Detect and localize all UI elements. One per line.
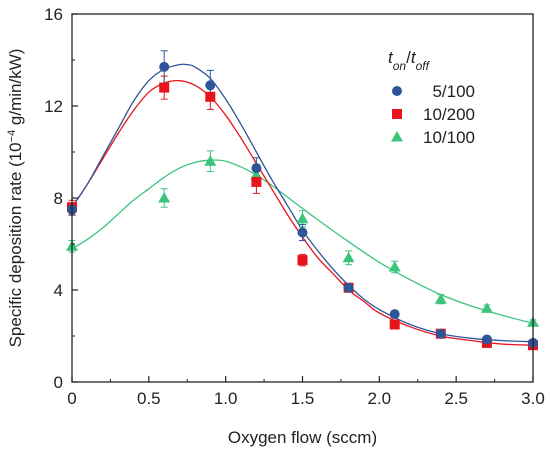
legend-title-slash: / bbox=[406, 48, 411, 67]
fit-line-10-200 bbox=[71, 79, 534, 346]
y-axis-label: Specific deposition rate (10−4 g/min/kW) bbox=[6, 49, 25, 348]
x-tick-label: 2.0 bbox=[368, 389, 392, 408]
data-point-10-100 bbox=[342, 251, 355, 263]
data-point-10-200 bbox=[251, 176, 262, 187]
x-axis-label: Oxygen flow (sccm) bbox=[228, 428, 377, 447]
y-axis-label-prefix: Specific deposition rate (10 bbox=[6, 142, 25, 347]
data-point-5-100 bbox=[481, 334, 492, 345]
x-tick-label: 1.0 bbox=[214, 389, 238, 408]
data-point-5-100 bbox=[205, 80, 216, 91]
data-point-10-200 bbox=[297, 255, 308, 266]
data-point-10-200 bbox=[389, 319, 400, 330]
data-point-5-100 bbox=[389, 309, 400, 320]
data-point-10-100 bbox=[204, 155, 217, 166]
x-axis-ticks: 0 0.5 1.0 1.5 2.0 2.5 3.0 bbox=[67, 376, 545, 408]
data-point-5-100 bbox=[297, 227, 308, 238]
legend-title: ton/toff bbox=[388, 48, 431, 73]
x-tick-label: 1.5 bbox=[291, 389, 315, 408]
x-tick-label: 0.5 bbox=[137, 389, 161, 408]
y-tick-label: 8 bbox=[54, 189, 63, 208]
legend-entry-5-100: 5/100 bbox=[392, 82, 475, 101]
plot-frame bbox=[71, 13, 534, 383]
y-tick-label: 16 bbox=[44, 5, 63, 24]
data-point-5-100 bbox=[159, 61, 170, 72]
y-tick-label: 0 bbox=[54, 373, 63, 392]
y-axis-label-suffix: g/min/kW) bbox=[6, 49, 25, 130]
y-tick-label: 4 bbox=[54, 281, 63, 300]
legend-title-t1: t bbox=[388, 48, 394, 67]
legend-label-5-100: 5/100 bbox=[432, 82, 475, 101]
data-point-10-100 bbox=[480, 302, 493, 313]
legend-title-t2: t bbox=[411, 48, 417, 67]
data-point-10-100 bbox=[296, 212, 309, 224]
legend-title-sub1: on bbox=[393, 59, 407, 73]
x-tick-label: 3.0 bbox=[521, 389, 545, 408]
data-point-5-100 bbox=[435, 328, 446, 339]
data-point-5-100 bbox=[343, 282, 354, 293]
data-point-10-100 bbox=[388, 261, 401, 272]
y-tick-label: 12 bbox=[44, 97, 63, 116]
data-point-10-100 bbox=[250, 169, 263, 180]
data-point-10-200 bbox=[159, 82, 170, 93]
legend-marker-10-200 bbox=[392, 109, 402, 119]
y-axis-label-exponent: −4 bbox=[6, 130, 18, 143]
fit-curves bbox=[71, 63, 534, 346]
data-point-10-100 bbox=[158, 192, 171, 203]
x-tick-label: 2.5 bbox=[444, 389, 468, 408]
legend-label-10-100: 10/100 bbox=[423, 128, 475, 147]
legend-entry-10-200: 10/200 bbox=[392, 105, 475, 124]
data-point-5-100 bbox=[251, 163, 262, 174]
fit-line-10-100 bbox=[71, 159, 534, 324]
data-point-10-100 bbox=[434, 293, 447, 304]
fit-line-5-100 bbox=[71, 63, 534, 343]
legend-title-sub2: off bbox=[416, 59, 431, 73]
data-point-10-200 bbox=[205, 91, 216, 102]
x-tick-label: 0 bbox=[67, 389, 76, 408]
legend-entry-10-100: 10/100 bbox=[391, 128, 475, 147]
legend-entries: 5/100 10/200 10/100 bbox=[391, 82, 475, 147]
legend-marker-10-100 bbox=[391, 131, 403, 142]
legend-label-10-200: 10/200 bbox=[423, 105, 475, 124]
legend-marker-5-100 bbox=[392, 86, 402, 96]
y-axis-ticks: 0 4 8 12 16 bbox=[44, 5, 78, 392]
